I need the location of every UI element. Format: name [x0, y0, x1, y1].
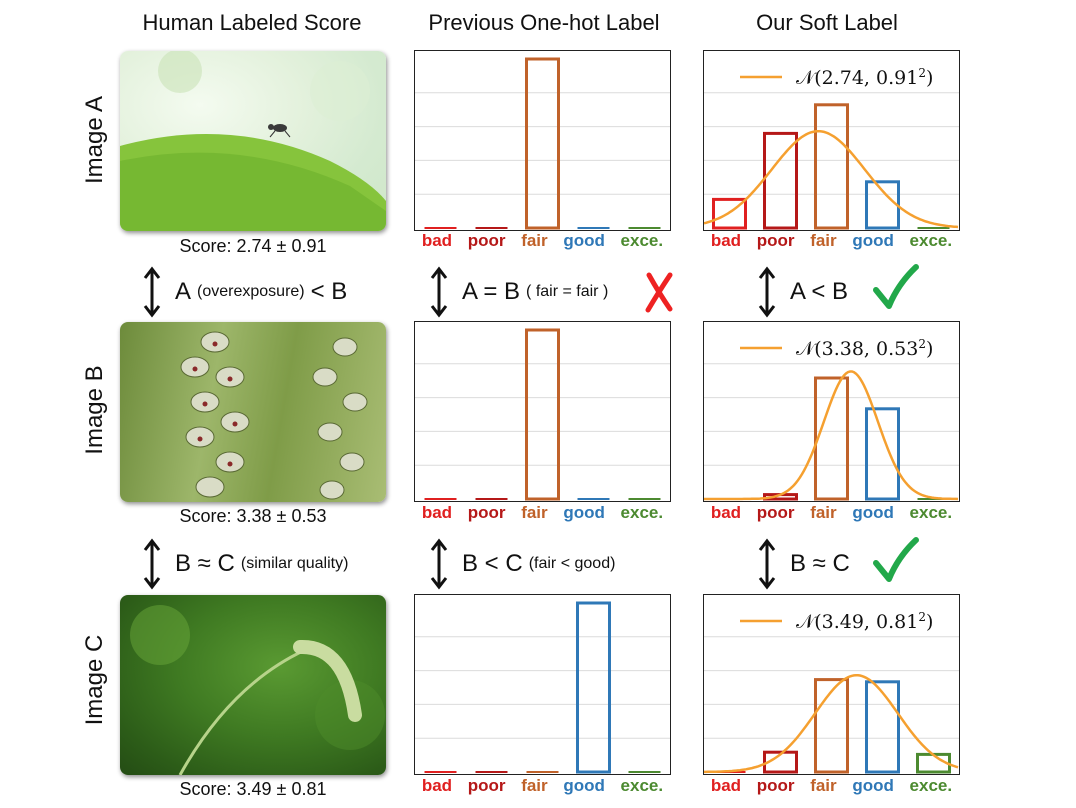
gaussian-curve — [704, 370, 959, 501]
soft-chart-a: 𝒩(2.74, 0.912) — [703, 50, 960, 231]
comparison-onehot-bc: B < C (fair < good) — [430, 538, 621, 590]
insect-icon — [268, 124, 291, 138]
onehot-chart-a — [414, 50, 671, 231]
bar-bad — [712, 197, 747, 230]
tick-label-good: good — [563, 503, 605, 522]
onehot-ticks-b: bad poor fair good exce. — [414, 503, 671, 527]
soft-ticks-c: bad poor fair good exce. — [703, 776, 960, 800]
row-label-image-b: Image B — [81, 365, 108, 455]
bar-poor — [763, 750, 798, 774]
legend: 𝒩(3.38, 0.532) — [740, 337, 933, 360]
tick-label-bad: bad — [710, 503, 742, 522]
comparison-human-bc: B ≈ C (similar quality) — [143, 538, 354, 590]
column-header-soft: Our Soft Label — [756, 10, 898, 35]
tick-label-fair: fair — [810, 503, 837, 522]
bar-good — [576, 601, 611, 774]
soft-chart-b: 𝒩(3.38, 0.532) — [703, 321, 960, 502]
column-header-onehot: Previous One-hot Label — [428, 10, 660, 35]
double-arrow-icon — [430, 266, 448, 318]
soft-chart-c: 𝒩(3.49, 0.812) — [703, 594, 960, 775]
tick-label-good: good — [563, 776, 605, 795]
tick-label-bad: bad — [421, 503, 453, 522]
tick-label-good: good — [563, 231, 605, 250]
column-header-human: Human Labeled Score — [142, 10, 362, 35]
double-arrow-icon — [143, 266, 161, 318]
image-c-photo — [120, 595, 386, 775]
tick-label-exce: exce. — [909, 231, 953, 250]
row-label-image-c: Image C — [81, 634, 108, 726]
image-b-photo — [120, 322, 386, 502]
comparison-human-ab: A (overexposure) < B — [143, 266, 347, 318]
double-arrow-icon — [758, 538, 776, 590]
legend: 𝒩(3.49, 0.812) — [740, 610, 933, 633]
tick-label-poor: poor — [467, 231, 506, 250]
score-image-a: Score: 2.74 ± 0.91 — [179, 236, 327, 256]
comparison-soft-bc: B ≈ C — [758, 538, 850, 590]
tick-label-good: good — [852, 231, 894, 250]
tick-label-fair: fair — [521, 776, 548, 795]
bar-good — [865, 680, 900, 774]
tick-label-fair: fair — [521, 231, 548, 250]
cross-mark-icon — [645, 272, 673, 313]
image-a-leaf — [120, 51, 386, 231]
tick-label-exce: exce. — [620, 231, 664, 250]
onehot-ticks-c: bad poor fair good exce. — [414, 776, 671, 800]
bar-fair — [525, 57, 560, 230]
tick-label-good: good — [852, 776, 894, 795]
tick-label-fair: fair — [810, 231, 837, 250]
tick-label-poor: poor — [467, 503, 506, 522]
tick-label-bad: bad — [710, 231, 742, 250]
legend-label: 𝒩(2.74, 0.912) — [796, 66, 933, 89]
bar-fair — [525, 328, 560, 501]
image-c-grass — [130, 605, 385, 775]
gaussian-curve — [704, 673, 959, 774]
tick-label-bad: bad — [421, 776, 453, 795]
double-arrow-icon — [143, 538, 161, 590]
tick-label-exce: exce. — [909, 503, 953, 522]
gaussian-curve — [703, 129, 959, 229]
score-image-b: Score: 3.38 ± 0.53 — [179, 506, 327, 526]
image-a-photo — [120, 51, 386, 231]
tick-label-poor: poor — [756, 776, 795, 795]
score-image-c: Score: 3.49 ± 0.81 — [179, 779, 327, 799]
check-mark-icon — [873, 264, 919, 309]
legend-label: 𝒩(3.49, 0.812) — [796, 610, 933, 633]
onehot-chart-c — [414, 594, 671, 775]
bar-fair — [814, 103, 849, 230]
bar-fair — [814, 678, 849, 774]
bar-good — [865, 180, 900, 230]
check-mark-icon — [873, 537, 919, 582]
tick-label-exce: exce. — [909, 776, 953, 795]
tick-label-poor: poor — [467, 776, 506, 795]
soft-ticks-a: bad poor fair good exce. — [703, 231, 960, 255]
tick-label-bad: bad — [710, 776, 742, 795]
tick-label-bad: bad — [421, 231, 453, 250]
onehot-ticks-a: bad poor fair good exce. — [414, 231, 671, 255]
bar-good — [865, 407, 900, 501]
tick-label-poor: poor — [756, 503, 795, 522]
onehot-chart-b — [414, 321, 671, 502]
image-b-plants — [180, 331, 368, 500]
soft-ticks-b: bad poor fair good exce. — [703, 503, 960, 527]
legend: 𝒩(2.74, 0.912) — [740, 66, 933, 89]
tick-label-fair: fair — [810, 776, 837, 795]
tick-label-fair: fair — [521, 503, 548, 522]
comparison-onehot-ab: A = B( fair = fair ) — [430, 266, 614, 318]
legend-label: 𝒩(3.38, 0.532) — [796, 337, 933, 360]
tick-label-poor: poor — [756, 231, 795, 250]
double-arrow-icon — [758, 266, 776, 318]
comparison-soft-ab: A < B — [758, 266, 848, 318]
bar-fair — [814, 376, 849, 501]
bar-poor — [763, 131, 798, 230]
row-label-image-a: Image A — [81, 95, 108, 185]
tick-label-good: good — [852, 503, 894, 522]
double-arrow-icon — [430, 538, 448, 590]
tick-label-exce: exce. — [620, 503, 664, 522]
tick-label-exce: exce. — [620, 776, 664, 795]
